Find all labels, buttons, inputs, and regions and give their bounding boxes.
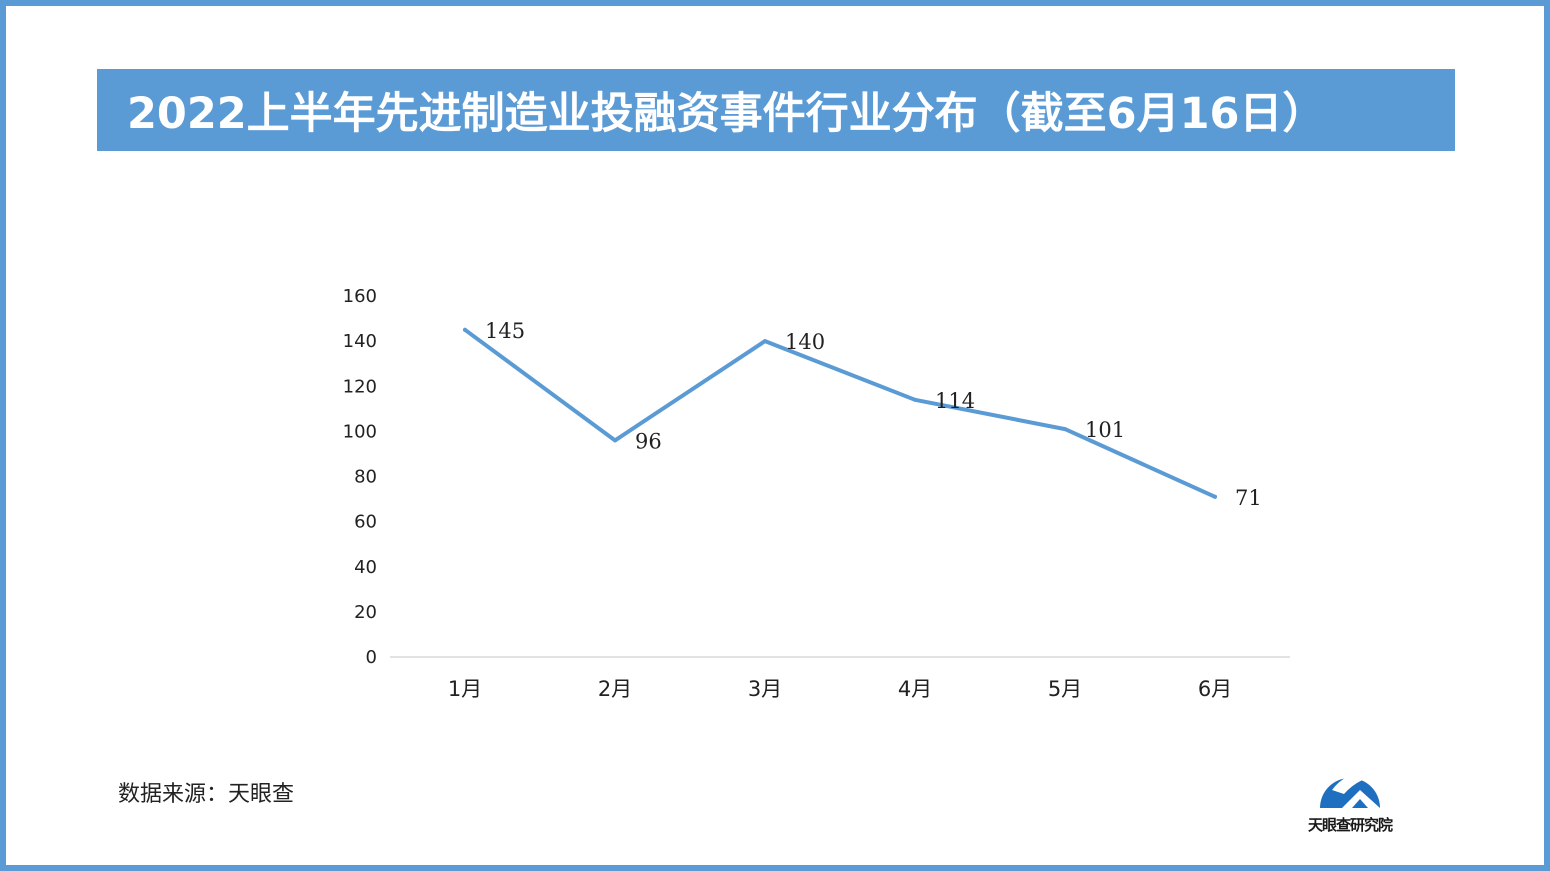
data-label: 71 bbox=[1235, 486, 1262, 510]
data-source-label: 数据来源：天眼查 bbox=[118, 782, 295, 807]
data-point bbox=[613, 438, 617, 443]
chart-title: 2022上半年先进制造业投融资事件行业分布（截至6月16日） bbox=[127, 89, 1326, 139]
data-point bbox=[1063, 427, 1067, 432]
data-point bbox=[913, 397, 917, 402]
y-tick-label: 120 bbox=[343, 376, 377, 397]
series-line bbox=[463, 327, 1217, 499]
y-tick-label: 0 bbox=[366, 647, 377, 668]
brand-logo: 天眼查研究院 bbox=[1290, 752, 1410, 842]
x-category-label: 5月 bbox=[1048, 677, 1082, 701]
y-tick-label: 100 bbox=[343, 421, 377, 442]
data-point bbox=[463, 327, 467, 332]
tianyancha-research-logo-icon bbox=[1320, 773, 1382, 808]
y-tick-label: 60 bbox=[354, 512, 377, 533]
data-point bbox=[763, 339, 767, 344]
data-label: 96 bbox=[635, 429, 662, 453]
data-label: 145 bbox=[485, 319, 525, 343]
title-banner: 2022上半年先进制造业投融资事件行业分布（截至6月16日） bbox=[97, 69, 1455, 151]
y-tick-label: 40 bbox=[354, 557, 377, 578]
logo-text: 天眼查研究院 bbox=[1307, 816, 1393, 834]
y-tick-label: 140 bbox=[343, 331, 377, 352]
x-category-label: 1月 bbox=[448, 677, 482, 701]
x-category-label: 6月 bbox=[1198, 677, 1232, 701]
x-category-label: 4月 bbox=[898, 677, 932, 701]
data-label: 114 bbox=[935, 389, 975, 413]
data-point bbox=[1213, 494, 1217, 499]
x-category-label: 2月 bbox=[598, 677, 632, 701]
data-label: 140 bbox=[785, 330, 825, 354]
x-category-label: 3月 bbox=[748, 677, 782, 701]
y-tick-label: 80 bbox=[354, 467, 377, 488]
y-tick-label: 20 bbox=[354, 602, 377, 623]
y-tick-label: 160 bbox=[343, 286, 377, 307]
data-label: 101 bbox=[1085, 418, 1125, 442]
